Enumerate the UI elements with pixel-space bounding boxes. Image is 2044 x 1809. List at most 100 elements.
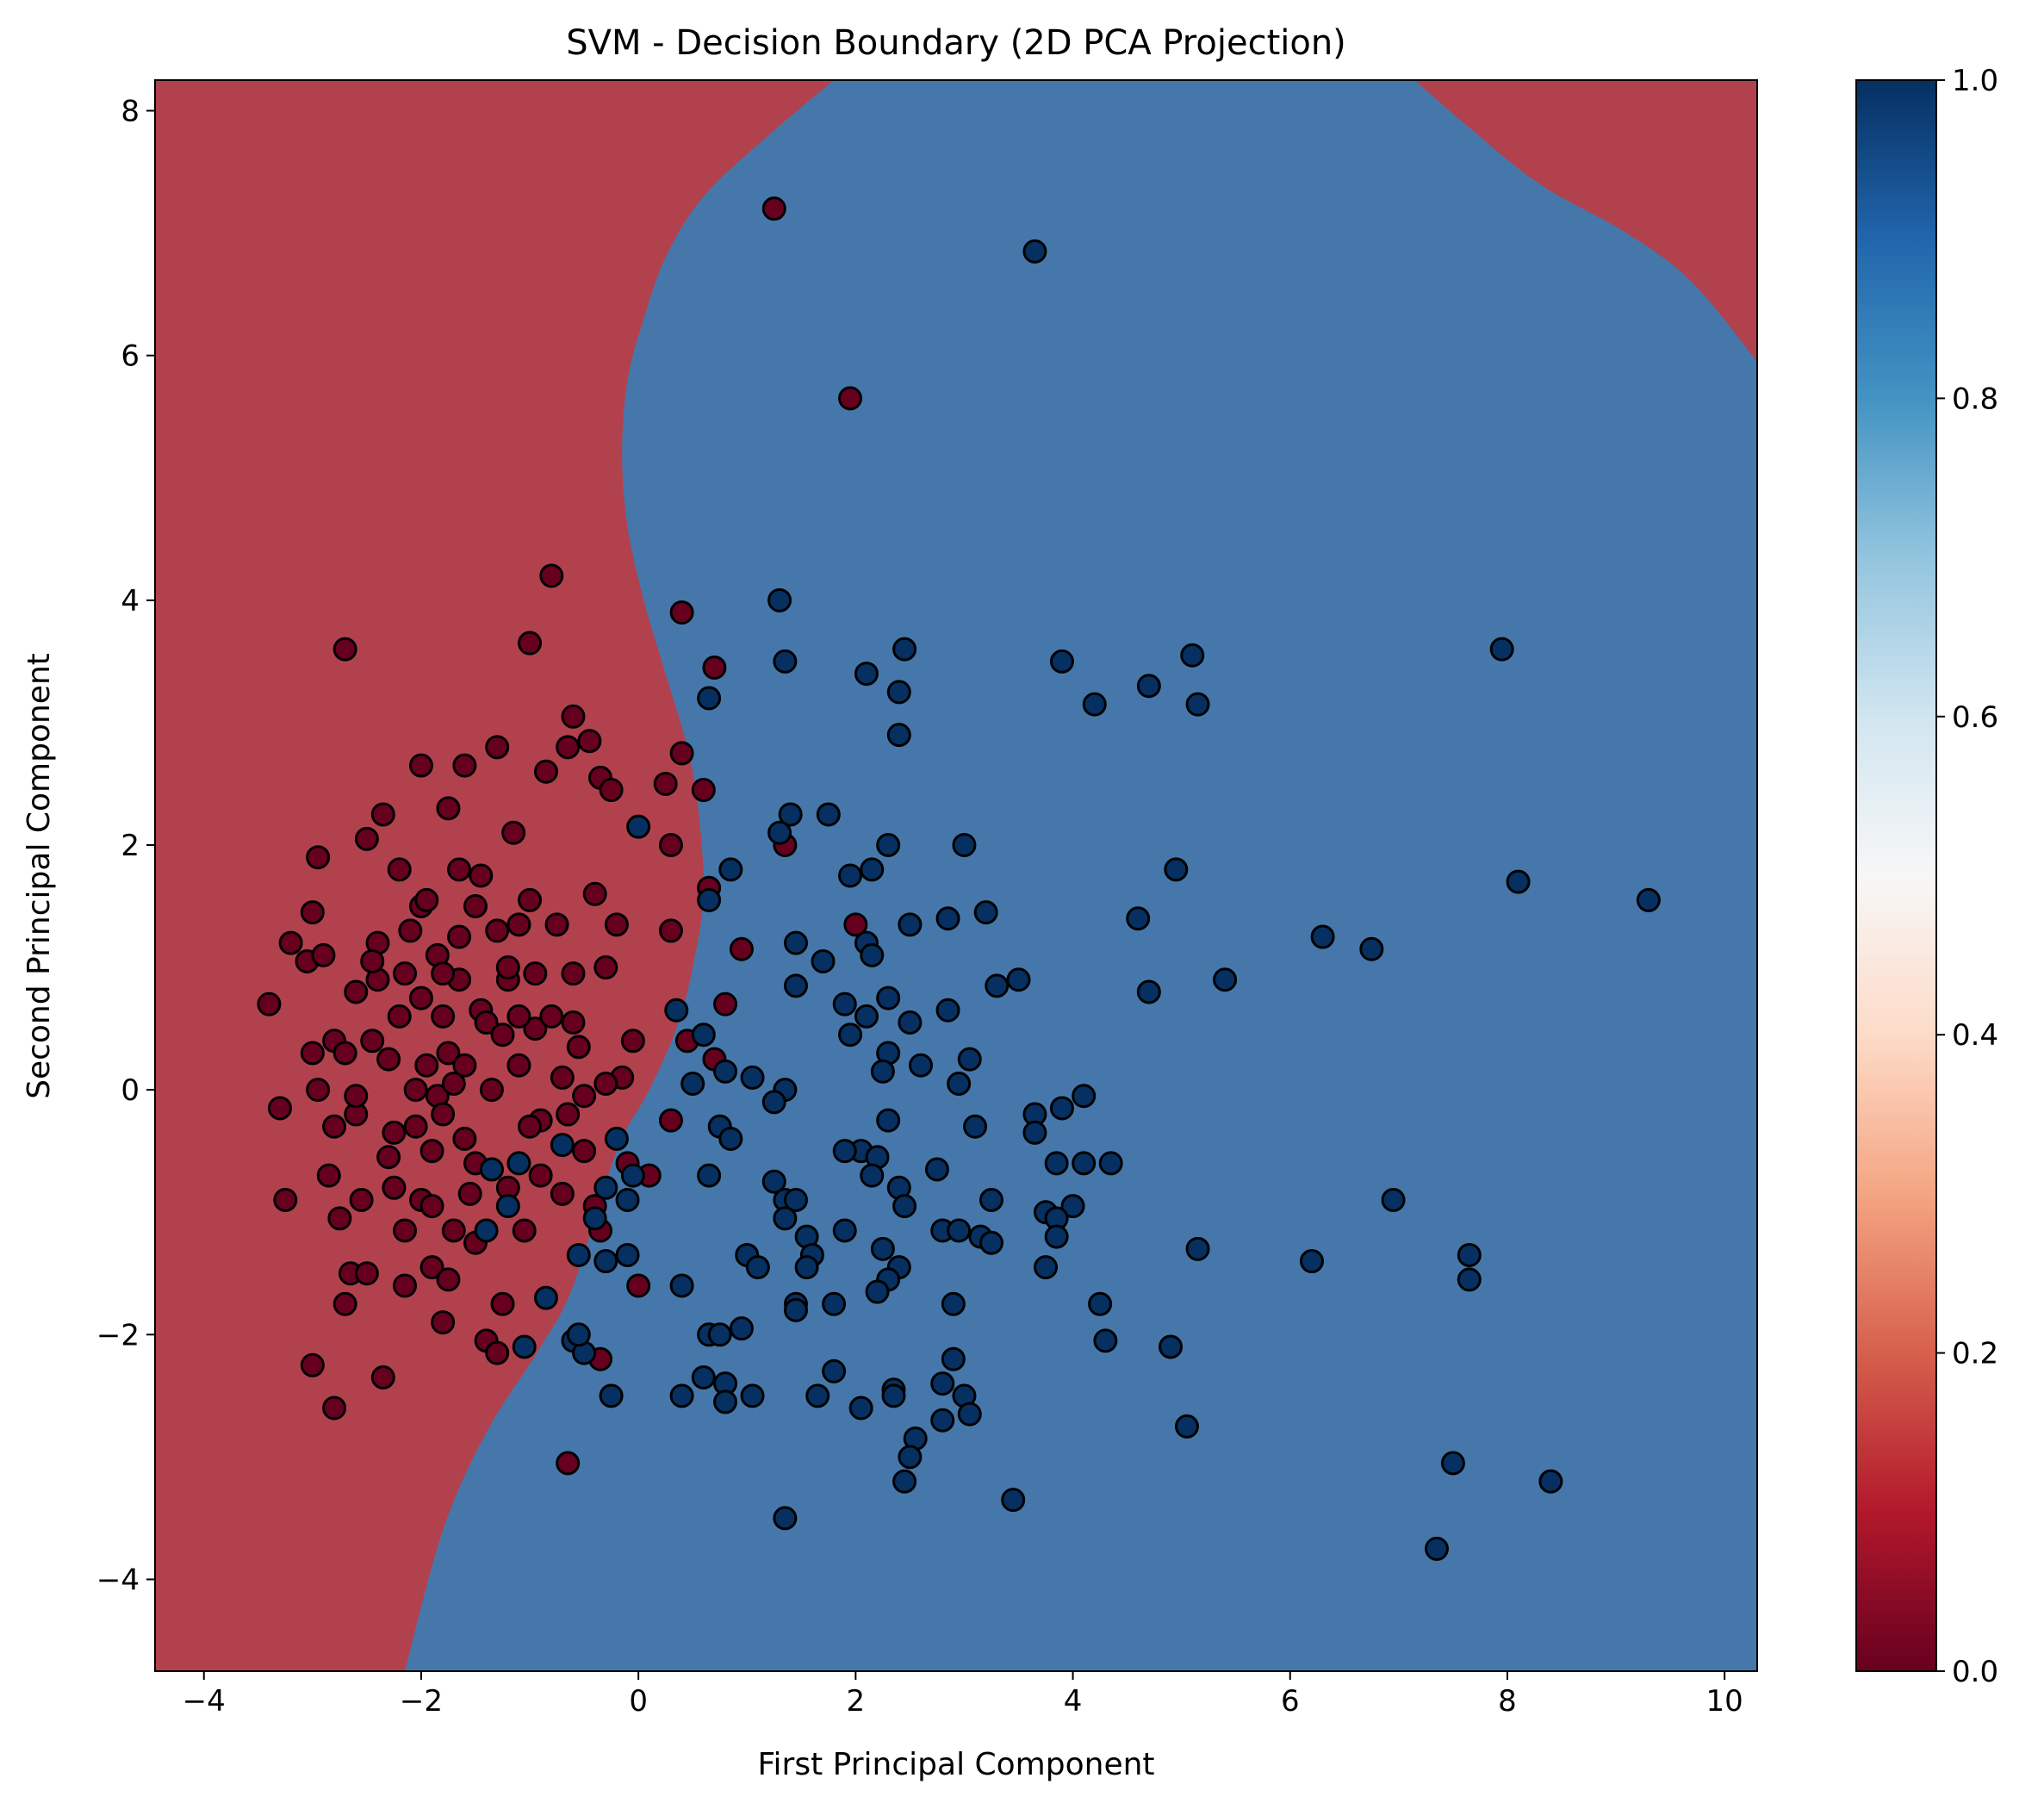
data-point-class-0 xyxy=(539,563,564,588)
data-point-class-1 xyxy=(1180,643,1205,668)
data-point-class-1 xyxy=(1164,857,1189,882)
data-point-class-1 xyxy=(479,1157,504,1182)
data-point-class-1 xyxy=(512,1334,537,1359)
data-point-class-0 xyxy=(658,918,683,943)
class-0-region-top-right xyxy=(1414,80,1757,362)
data-point-class-1 xyxy=(947,1072,972,1097)
data-point-class-0 xyxy=(566,1035,591,1060)
data-point-class-0 xyxy=(376,1047,401,1072)
data-point-class-0 xyxy=(354,1261,379,1286)
data-point-class-1 xyxy=(707,1322,732,1347)
data-point-class-1 xyxy=(691,1023,716,1047)
data-point-class-1 xyxy=(767,820,792,845)
data-point-class-0 xyxy=(528,1163,553,1188)
data-point-class-1 xyxy=(593,1175,618,1200)
data-point-class-1 xyxy=(626,814,651,839)
data-point-class-1 xyxy=(979,1230,1003,1255)
data-point-class-1 xyxy=(930,1371,955,1396)
data-point-class-1 xyxy=(620,1163,645,1188)
data-point-class-1 xyxy=(1126,906,1151,931)
data-point-class-1 xyxy=(1006,967,1031,992)
data-point-class-1 xyxy=(838,863,863,888)
data-point-class-0 xyxy=(414,887,439,912)
data-point-class-1 xyxy=(1174,1414,1199,1439)
data-point-class-0 xyxy=(556,735,581,760)
data-point-class-0 xyxy=(431,1310,456,1335)
data-point-class-0 xyxy=(599,778,624,803)
data-point-class-0 xyxy=(561,704,586,729)
data-point-class-0 xyxy=(300,1352,325,1377)
data-point-class-0 xyxy=(506,1004,531,1029)
data-point-class-1 xyxy=(615,1188,640,1213)
data-point-class-0 xyxy=(523,961,548,986)
data-point-class-0 xyxy=(593,955,618,980)
data-point-class-1 xyxy=(691,1365,716,1390)
data-point-class-0 xyxy=(761,196,786,221)
data-point-class-0 xyxy=(501,820,526,845)
data-point-class-0 xyxy=(518,631,543,656)
data-point-class-1 xyxy=(784,973,808,998)
data-point-class-0 xyxy=(582,881,607,906)
x-axis: −4 −2 0 2 4 6 8 10 xyxy=(183,1671,1743,1719)
data-point-class-0 xyxy=(441,1072,466,1097)
data-point-class-1 xyxy=(533,1285,558,1310)
data-point-class-0 xyxy=(669,741,694,766)
x-tick-label: 8 xyxy=(1498,1684,1517,1719)
y-tick-label: 0 xyxy=(121,1073,140,1108)
data-point-class-0 xyxy=(452,1053,477,1078)
data-point-class-1 xyxy=(784,930,808,955)
data-point-class-1 xyxy=(909,1053,934,1078)
data-point-class-0 xyxy=(572,1139,597,1164)
data-point-class-0 xyxy=(408,753,433,778)
data-point-class-1 xyxy=(1072,1151,1097,1176)
x-tick-label: 4 xyxy=(1064,1684,1083,1719)
y-tick-label: 6 xyxy=(121,339,140,374)
data-point-class-1 xyxy=(582,1206,607,1231)
data-point-class-0 xyxy=(658,1108,683,1133)
data-point-class-1 xyxy=(822,1358,847,1383)
data-point-class-1 xyxy=(860,857,885,882)
data-point-class-0 xyxy=(398,918,423,943)
y-tick-label: 2 xyxy=(121,829,140,863)
data-point-class-1 xyxy=(1060,1194,1085,1219)
data-point-class-1 xyxy=(898,1445,923,1470)
data-point-class-0 xyxy=(436,1041,461,1066)
data-point-class-1 xyxy=(1098,1151,1123,1176)
data-point-class-1 xyxy=(957,1047,982,1072)
plot-area xyxy=(155,80,1757,1671)
data-point-class-0 xyxy=(533,759,558,784)
data-point-class-1 xyxy=(1088,1291,1113,1316)
data-point-class-1 xyxy=(898,1010,923,1035)
data-point-class-1 xyxy=(761,1169,786,1194)
data-point-class-0 xyxy=(403,1078,428,1103)
data-point-class-0 xyxy=(512,1218,537,1243)
data-point-class-1 xyxy=(876,1108,901,1133)
data-point-class-1 xyxy=(1072,1084,1097,1109)
data-point-class-0 xyxy=(306,845,331,870)
data-point-class-0 xyxy=(419,1255,444,1280)
data-point-class-1 xyxy=(886,680,911,705)
data-point-class-0 xyxy=(713,992,738,1016)
data-point-class-0 xyxy=(387,857,412,882)
data-point-class-1 xyxy=(784,1297,808,1322)
data-point-class-1 xyxy=(615,1242,640,1267)
data-point-class-0 xyxy=(479,1078,504,1103)
x-axis-label: First Principal Component xyxy=(757,1747,1154,1782)
data-point-class-0 xyxy=(550,1181,575,1206)
data-point-class-1 xyxy=(794,1255,819,1280)
data-point-class-0 xyxy=(702,655,727,680)
data-point-class-1 xyxy=(1082,692,1107,717)
data-point-class-0 xyxy=(306,1078,331,1103)
data-point-class-1 xyxy=(1001,1488,1026,1513)
x-tick-label: 2 xyxy=(847,1684,866,1719)
data-point-class-0 xyxy=(620,1029,645,1054)
data-point-class-1 xyxy=(664,998,689,1023)
plot-frame xyxy=(154,79,1758,1672)
data-point-class-0 xyxy=(490,1023,515,1047)
data-point-class-0 xyxy=(332,1041,357,1066)
y-tick-label: −4 xyxy=(96,1563,140,1597)
colorbar-tick-label: 0.0 xyxy=(1952,1655,1998,1689)
data-point-class-1 xyxy=(1044,1224,1069,1249)
data-point-class-1 xyxy=(963,1114,988,1139)
data-point-class-0 xyxy=(463,894,488,919)
